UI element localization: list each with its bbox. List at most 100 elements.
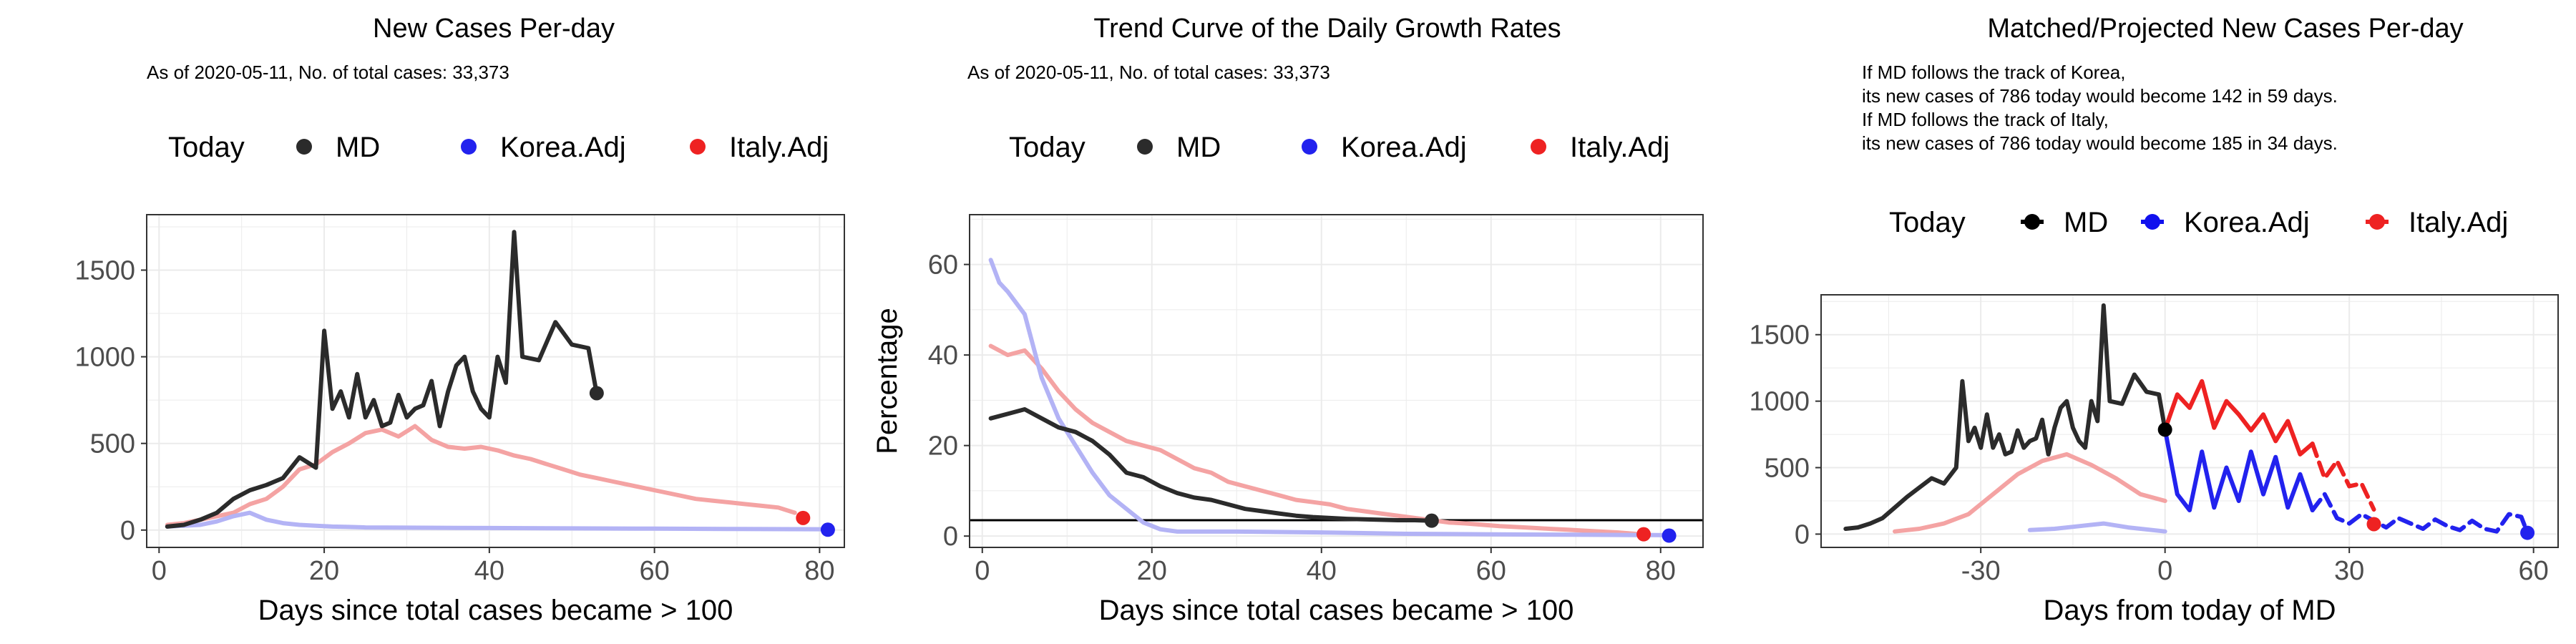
series-line-korea-adj [165,510,830,532]
axes: -30 0 30 60 0 500 1000 1500 [1749,321,2548,586]
x-tick-label: 0 [975,556,990,586]
legend-label: Italy.Adj [729,132,829,163]
legend-label: Italy.Adj [1570,132,1669,163]
x-tick-label: 60 [1476,556,1506,586]
series-group [1843,303,2535,540]
chart-subtitle: As of 2020-05-11, No. of total cases: 33… [967,62,1330,83]
today-point-md [2157,422,2172,437]
today-point-md [589,386,604,401]
plot-border [1820,294,2559,548]
legend-key-3 [690,139,706,155]
series-line-korea-adj [2162,427,2315,512]
note-line: its new cases of 786 today would become … [1862,85,2338,107]
series-line-korea-adj-matched- [2027,521,2167,534]
series-line-md [165,230,599,529]
series-line-italy-adj [2310,441,2376,512]
legend-key-3 [2369,214,2385,230]
x-tick-label: 40 [474,556,504,586]
legend-key-2 [461,139,477,155]
legend-title: Today [1889,207,1966,238]
grid [1821,295,2558,547]
y-tick-label: 0 [1795,519,1810,550]
legend-key-3 [1531,139,1546,155]
y-tick-label: 60 [928,250,958,280]
legend: Today MD Korea.Adj Italy.Adj [1889,207,2508,238]
legend-label: Korea.Adj [2184,207,2310,238]
series-line-italy-adj [165,424,797,527]
legend-label: MD [2064,207,2108,238]
today-point-korea-adj [1662,528,1677,543]
x-tick-label: 20 [309,556,339,586]
note-line: If MD follows the track of Korea, [1862,62,2125,83]
series-group [165,230,835,537]
y-tick-label: 500 [90,429,135,459]
y-tick-label: 1000 [1749,387,1810,417]
today-point-md [1424,513,1439,528]
y-tick-label: 40 [928,341,958,371]
note-line: its new cases of 786 today would become … [1862,132,2338,154]
x-tick-label: 20 [1137,556,1167,586]
series-line-korea-adj [2310,492,2530,535]
y-tick-label: 1500 [1749,321,1810,351]
legend-title: Today [1009,132,1085,163]
chart-subtitle: As of 2020-05-11, No. of total cases: 33… [147,62,509,83]
legend-label: MD [1176,132,1221,163]
chart-title: Trend Curve of the Daily Growth Rates [1093,14,1561,44]
today-point-korea-adj [820,522,835,537]
x-axis-label: Days from today of MD [2043,595,2336,626]
legend-label: MD [336,132,380,163]
x-tick-label: 0 [2157,556,2172,586]
y-axis-label: Percentage [872,308,903,454]
series-line-md [1843,303,2167,531]
series-line-italy-adj-matched- [1893,452,2167,534]
legend-key-1 [1137,139,1153,155]
y-tick-label: 20 [928,431,958,462]
today-point-korea-adj [2520,525,2535,540]
x-tick-label: -30 [1961,556,2001,586]
x-tick-label: 80 [804,556,834,586]
y-tick-label: 500 [1765,454,1810,484]
legend-label: Korea.Adj [500,132,626,163]
legend-key-2 [2145,214,2160,230]
series-line-korea-adj [988,258,1672,537]
x-tick-label: 80 [1646,556,1676,586]
series-group [970,258,1703,543]
y-tick-label: 1000 [74,343,135,373]
plot-border [969,214,1704,548]
x-tick-label: 60 [639,556,669,586]
legend-key-1 [2024,214,2040,230]
plot-area [970,215,1703,547]
chart-title: Matched/Projected New Cases Per-day [1987,14,2463,44]
legend-key-2 [1302,139,1317,155]
chart-panel-2: Trend Curve of the Daily Growth Rates As … [872,14,1704,626]
y-tick-label: 0 [943,522,958,552]
legend-label: Italy.Adj [2409,207,2508,238]
legend-key-1 [296,139,312,155]
axes: 0 20 40 60 80 0 500 1000 1500 [74,256,834,587]
series-line-italy-adj [2162,379,2315,457]
plot-border [146,214,845,548]
legend-title: Today [168,132,245,163]
x-tick-label: 30 [2334,556,2364,586]
today-point-italy-adj [796,510,811,525]
chart-panel-1: New Cases Per-day As of 2020-05-11, No. o… [74,14,845,626]
series-line-italy-adj [988,343,1638,536]
today-point-italy-adj [1636,527,1652,542]
x-tick-label: 0 [152,556,167,586]
y-tick-label: 0 [120,516,135,546]
x-axis-label: Days since total cases became > 100 [1099,595,1574,626]
today-point-italy-adj [2366,517,2381,532]
grid [970,215,1703,547]
chart-panel-3: Matched/Projected New Cases Per-day If MD… [1749,14,2559,626]
chart-title: New Cases Per-day [373,14,615,44]
x-tick-label: 40 [1307,556,1337,586]
x-tick-label: 60 [2519,556,2549,586]
series-line-md [988,407,1434,523]
x-axis-label: Days since total cases became > 100 [258,595,733,626]
legend-label: Korea.Adj [1341,132,1467,163]
legend: Today MD Korea.Adj Italy.Adj [168,132,829,163]
y-tick-label: 1500 [74,256,135,286]
axes: 0 20 40 60 80 0 20 40 60 [928,250,1676,586]
note-line: If MD follows the track of Italy, [1862,109,2109,130]
